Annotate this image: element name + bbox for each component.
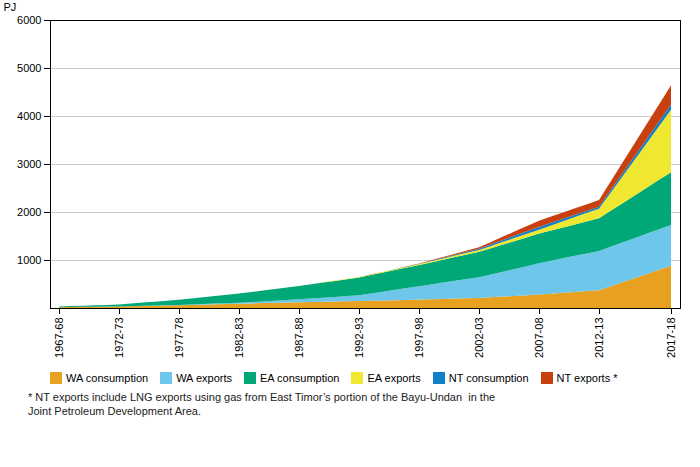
svg-text:6000: 6000 xyxy=(17,14,41,26)
svg-text:5000: 5000 xyxy=(17,62,41,74)
html-text:NT exports *: NT exports * xyxy=(556,372,618,384)
html-text:EA exports: EA exports xyxy=(367,372,421,384)
svg-text:1967-68: 1967-68 xyxy=(53,318,65,358)
svg-text:1997-98: 1997-98 xyxy=(413,318,425,358)
html-text:EA consumption: EA consumption xyxy=(260,372,340,384)
html-text:WA exports: WA exports xyxy=(176,372,232,384)
svg-text:1972-73: 1972-73 xyxy=(113,318,125,358)
svg-text:2007-08: 2007-08 xyxy=(533,318,545,358)
svg-text:1977-78: 1977-78 xyxy=(173,318,185,358)
svg-text:3000: 3000 xyxy=(17,158,41,170)
html-text:NT consumption: NT consumption xyxy=(448,372,529,384)
html-text:* NT exports include LNG expor: * NT exports include LNG exports using g… xyxy=(28,391,496,418)
svg-text:2002-03: 2002-03 xyxy=(473,318,485,358)
html-text:WA consumption: WA consumption xyxy=(66,372,149,384)
svg-text:4000: 4000 xyxy=(17,110,41,122)
svg-text:1987-88: 1987-88 xyxy=(293,318,305,358)
svg-text:1982-83: 1982-83 xyxy=(233,318,245,358)
svg-text:1992-93: 1992-93 xyxy=(353,318,365,358)
svg-text:2017-18: 2017-18 xyxy=(665,318,677,358)
svg-text:1000: 1000 xyxy=(17,254,41,266)
svg-text:2000: 2000 xyxy=(17,206,41,218)
svg-text:2012-13: 2012-13 xyxy=(593,318,605,358)
svg-text:PJ: PJ xyxy=(4,1,17,13)
